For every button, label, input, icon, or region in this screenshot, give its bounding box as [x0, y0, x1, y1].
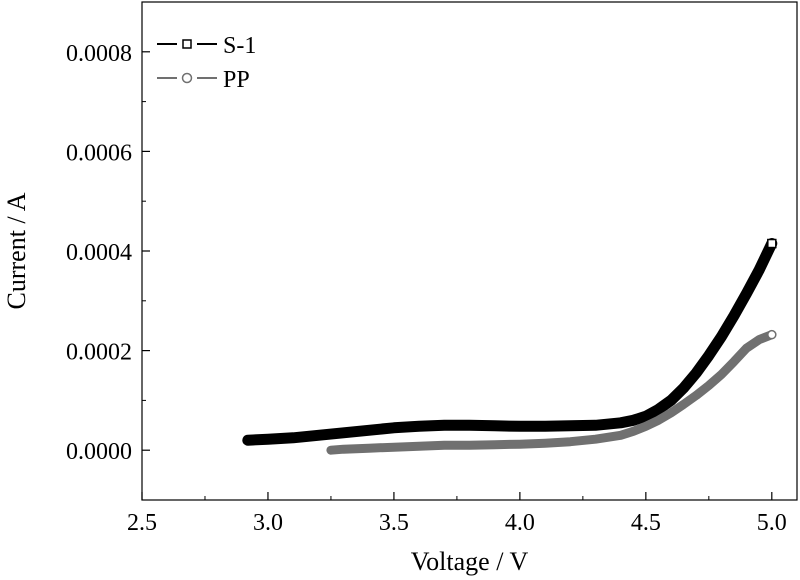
- legend-label-s-1: S-1: [223, 33, 256, 59]
- x-tick-label: 4.0: [505, 510, 535, 536]
- y-tick-label: 0.0006: [66, 140, 132, 166]
- series-marker-s-1: [767, 238, 777, 249]
- x-tick-label: 3.0: [253, 510, 283, 536]
- x-tick-label: 2.5: [127, 510, 157, 536]
- series-line-s-1: [242, 238, 778, 446]
- x-axis-label: Voltage / V: [411, 547, 529, 576]
- y-axis-label: Current / A: [2, 192, 31, 309]
- y-tick-label: 0.0008: [66, 41, 132, 67]
- legend-marker-s-1: [182, 39, 192, 49]
- legend-label-pp: PP: [223, 67, 250, 93]
- y-tick-label: 0.0002: [66, 340, 132, 366]
- x-tick-label: 3.5: [379, 510, 409, 536]
- plot-lines: [242, 238, 778, 455]
- legend: S-1 PP: [157, 33, 256, 93]
- x-tick-label: 5.0: [757, 510, 787, 536]
- series-marker-pp: [767, 329, 777, 340]
- x-tick-label: 4.5: [631, 510, 661, 536]
- x-axis: 2.5 3.0 3.5 4.0 4.5 5.0: [127, 492, 787, 536]
- y-tick-label: 0.0000: [66, 439, 132, 465]
- y-axis: 0.0000 0.0002 0.0004 0.0006 0.0008: [66, 41, 150, 501]
- legend-marker-pp: [181, 72, 193, 84]
- series-line-pp: [326, 330, 777, 455]
- y-tick-label: 0.0004: [66, 240, 132, 266]
